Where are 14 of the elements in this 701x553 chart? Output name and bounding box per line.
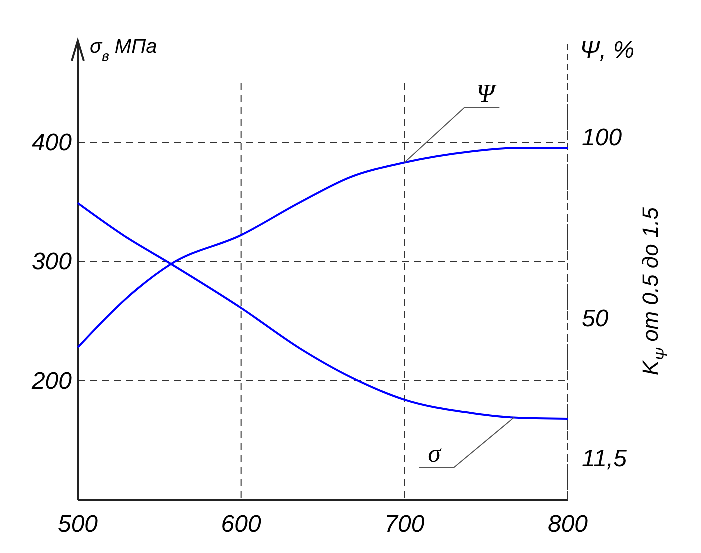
- y2-axis-title: Ψ, %: [580, 37, 635, 64]
- x-tick-label: 600: [221, 511, 262, 538]
- x-tick-label: 500: [58, 511, 99, 538]
- y2-tick-label: 100: [582, 124, 623, 152]
- y-axis-title: σ$_{в}$ МПа: [90, 36, 158, 64]
- y2-tick-label: 11,5: [582, 445, 628, 472]
- series-label: σ: [428, 438, 442, 468]
- y2-tick-label: 50: [582, 306, 610, 333]
- y-tick-label: 300: [32, 248, 73, 276]
- y-tick-label: 200: [30, 368, 73, 395]
- x-tick-label: 700: [384, 511, 426, 538]
- x-tick-label: 800: [548, 511, 589, 538]
- y-tick-label: 400: [32, 130, 73, 157]
- series-label: Ψ: [476, 78, 498, 108]
